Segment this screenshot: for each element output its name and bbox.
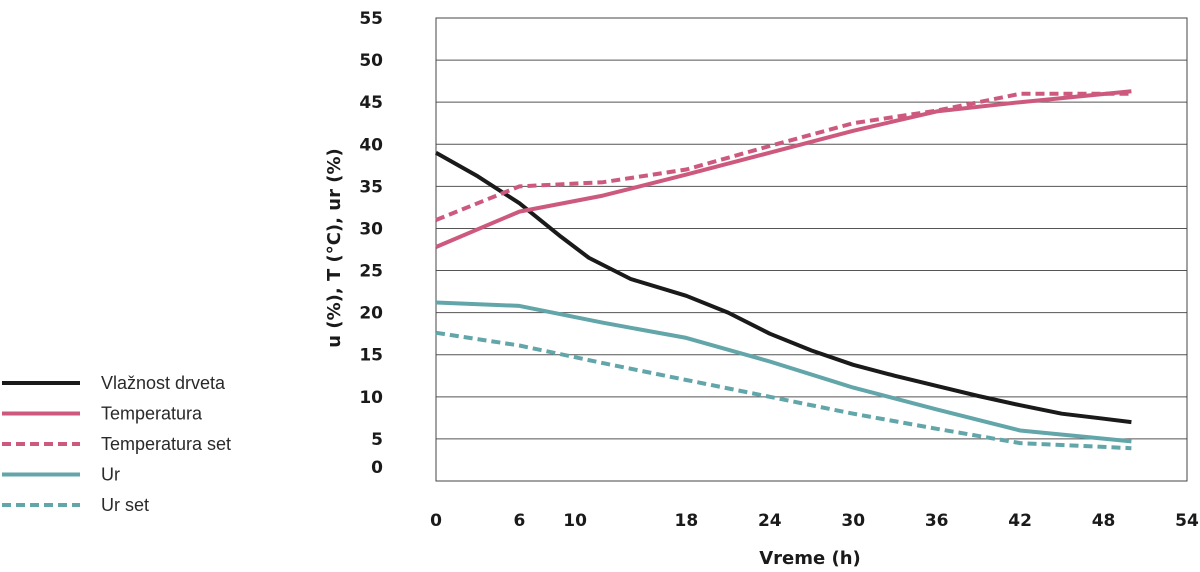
y-tick-label-35: 35: [359, 177, 383, 197]
x-tick-label-6: 6: [514, 511, 526, 531]
x-tick-label-18: 18: [674, 511, 698, 531]
legend-label-3: Temperatura set: [101, 434, 231, 454]
series-line-2: [435, 89, 1132, 249]
series-line-1: [435, 150, 1132, 425]
x-tick-label-54: 54: [1175, 511, 1199, 531]
x-tick-label-0: 0: [430, 511, 442, 531]
y-tick-label-10: 10: [359, 388, 383, 408]
y-tick-label-55: 55: [359, 9, 383, 29]
series-lines: [435, 89, 1132, 451]
legend-label-4: Ur: [101, 464, 120, 484]
x-axis-title: Vreme (h): [759, 548, 861, 569]
y-tick-label-20: 20: [359, 304, 383, 324]
y-tick-label-30: 30: [359, 219, 383, 239]
y-tick-label-5: 5: [371, 430, 383, 450]
x-axis-ticks: 0 6 10 18 24 30 36 42 48 54: [430, 511, 1199, 531]
x-tick-label-24: 24: [758, 511, 782, 531]
x-tick-label-30: 30: [841, 511, 865, 531]
y-tick-label-15: 15: [359, 346, 383, 366]
x-tick-label-10: 10: [563, 511, 587, 531]
legend-label-1: Vlažnost drveta: [101, 373, 226, 393]
x-tick-label-42: 42: [1008, 511, 1032, 531]
x-tick-label-48: 48: [1092, 511, 1116, 531]
y-tick-label-50: 50: [359, 51, 383, 71]
x-tick-label-36: 36: [925, 511, 949, 531]
legend-label-5: Ur set: [101, 495, 149, 515]
series-line-4: [435, 300, 1132, 444]
y-tick-label-0: 0: [371, 458, 383, 478]
y-axis-ticks: 0 5 10 15 20 25 30 35 40 45 50 55: [359, 9, 383, 478]
legend-label-2: Temperatura: [101, 403, 203, 423]
y-tick-label-25: 25: [359, 262, 383, 282]
plot-frame: [435, 17, 1188, 482]
y-axis-title: u (%), T (°C), ur (%): [324, 148, 345, 347]
y-tick-label-45: 45: [359, 93, 383, 113]
y-tick-label-40: 40: [359, 135, 383, 155]
plot-area-border: [435, 17, 1188, 482]
series-line-5: [435, 330, 1132, 451]
legend: Vlažnost drveta Temperatura Temperatura se…: [2, 373, 231, 515]
series-line-3: [435, 91, 1132, 222]
